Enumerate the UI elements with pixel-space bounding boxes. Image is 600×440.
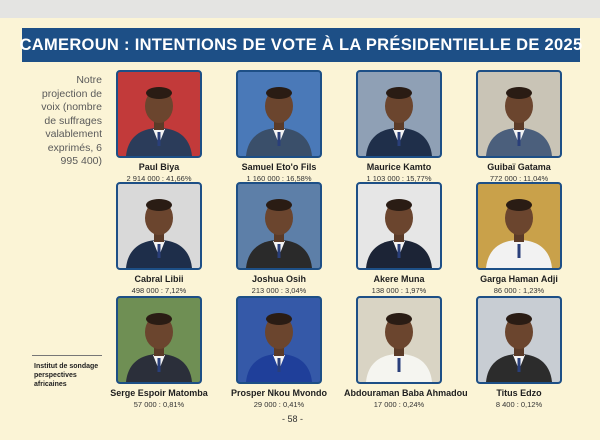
candidate-name: Cabral Libii <box>134 274 184 284</box>
candidate-card: Abdouraman Baba Ahmadou 17 000 : 0,24% <box>344 296 468 409</box>
candidate-photo <box>116 182 202 270</box>
candidate-name: Guibaï Gatama <box>487 162 551 172</box>
candidate-card: Joshua Osih 213 000 : 3,04% <box>224 182 334 295</box>
candidate-votes: 1 160 000 : 16,58% <box>246 174 312 183</box>
candidate-votes: 17 000 : 0,24% <box>373 400 425 409</box>
candidate-name: Joshua Osih <box>251 274 306 284</box>
candidate-photo <box>476 182 562 270</box>
candidate-photo <box>116 70 202 158</box>
candidate-photo <box>356 296 442 384</box>
candidate-votes: 213 000 : 3,04% <box>251 286 307 295</box>
candidate-name: Serge Espoir Matomba <box>110 388 208 398</box>
candidate-photo <box>356 70 442 158</box>
candidate-votes: 8 400 : 0,12% <box>495 400 543 409</box>
divider <box>32 355 102 356</box>
candidate-name: Garga Haman Adji <box>480 274 558 284</box>
candidate-photo <box>236 70 322 158</box>
candidate-votes: 772 000 : 11,04% <box>489 174 549 183</box>
candidate-photo <box>356 182 442 270</box>
candidate-votes: 57 000 : 0,81% <box>133 400 185 409</box>
candidate-card: Maurice Kamto 1 103 000 : 15,77% <box>344 70 454 183</box>
candidate-name: Abdouraman Baba Ahmadou <box>344 388 468 398</box>
top-strip <box>0 0 600 18</box>
candidate-name: Titus Edzo <box>496 388 542 398</box>
institute-credit: Institut de sondage perspectives africai… <box>34 363 99 388</box>
candidate-name: Paul Biya <box>138 162 180 172</box>
candidate-card: Prosper Nkou Mvondo 29 000 : 0,41% <box>224 296 334 409</box>
candidate-card: Cabral Libii 498 000 : 7,12% <box>104 182 214 295</box>
candidate-photo <box>236 296 322 384</box>
candidate-name: Samuel Eto'o Fils <box>241 162 317 172</box>
candidate-votes: 29 000 : 0,41% <box>253 400 305 409</box>
candidate-card: Akere Muna 138 000 : 1,97% <box>344 182 454 295</box>
candidate-votes: 138 000 : 1,97% <box>371 286 427 295</box>
candidate-name: Akere Muna <box>373 274 425 284</box>
candidate-card: Serge Espoir Matomba 57 000 : 0,81% <box>104 296 214 409</box>
candidate-votes: 86 000 : 1,23% <box>493 286 545 295</box>
candidate-votes: 1 103 000 : 15,77% <box>366 174 432 183</box>
candidate-card: Guibaï Gatama 772 000 : 11,04% <box>464 70 574 183</box>
candidate-photo <box>236 182 322 270</box>
candidate-card: Paul Biya 2 914 000 : 41,66% <box>104 70 214 183</box>
candidate-card: Samuel Eto'o Fils 1 160 000 : 16,58% <box>224 70 334 183</box>
candidate-name: Maurice Kamto <box>366 162 432 172</box>
page-title: CAMEROUN : INTENTIONS DE VOTE À LA PRÉSI… <box>20 28 582 62</box>
projection-note: Notre projection de voix (nombre de suff… <box>41 74 102 167</box>
page-number: - 58 - <box>282 414 304 424</box>
candidate-photo <box>476 70 562 158</box>
candidate-photo <box>116 296 202 384</box>
candidate-card: Garga Haman Adji 86 000 : 1,23% <box>464 182 574 295</box>
candidate-votes: 498 000 : 7,12% <box>131 286 187 295</box>
candidate-card: Titus Edzo 8 400 : 0,12% <box>464 296 574 409</box>
candidate-votes: 2 914 000 : 41,66% <box>126 174 192 183</box>
candidate-photo <box>476 296 562 384</box>
candidate-name: Prosper Nkou Mvondo <box>230 388 327 398</box>
